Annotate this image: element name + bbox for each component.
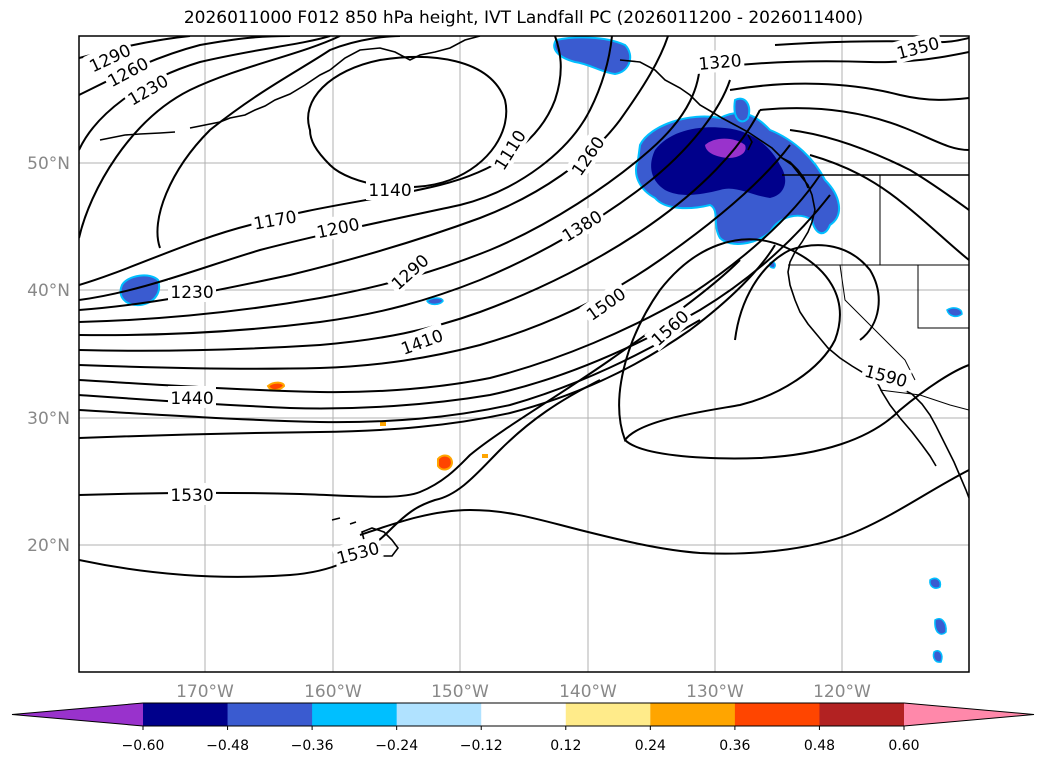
contour-line xyxy=(79,36,562,286)
ivt-region-pos-1 xyxy=(437,454,454,471)
contour-label: 1530 xyxy=(170,486,213,506)
contour-line xyxy=(79,319,701,424)
latitude-labels: 50°N 40°N 30°N 20°N xyxy=(27,154,70,556)
contour-line xyxy=(789,129,969,211)
colorbar-segment xyxy=(227,703,313,726)
colorbar-extend-min xyxy=(12,703,143,726)
ivt-region-small-1 xyxy=(426,297,444,306)
lat-label: 50°N xyxy=(27,154,70,174)
contour-line xyxy=(79,59,701,323)
colorbar-tick-label: 0.36 xyxy=(719,738,750,754)
contour-line xyxy=(809,154,969,261)
contour-label: 1140 xyxy=(368,181,411,201)
contour-line xyxy=(79,109,761,352)
lon-label: 170°W xyxy=(176,682,234,702)
contour-line xyxy=(156,36,401,249)
contour-line xyxy=(734,244,880,341)
lon-label: 150°W xyxy=(431,682,489,702)
colorbar-segment xyxy=(481,703,567,726)
ivt-region-baja xyxy=(946,307,963,318)
lat-label: 30°N xyxy=(27,409,70,429)
contour-line xyxy=(624,364,969,460)
coastline-alaska xyxy=(329,36,481,71)
coastline-us-west xyxy=(787,209,969,499)
colorbar-tick-label: 0.24 xyxy=(635,738,666,754)
contour-line xyxy=(618,238,841,443)
ivt-region-mex-2 xyxy=(934,618,947,635)
colorbar-tick-label: 0.60 xyxy=(888,738,919,754)
contour-line xyxy=(729,82,969,101)
longitude-labels: 170°W 160°W 150°W 140°W 130°W 120°W xyxy=(176,682,871,702)
contour-label: 1230 xyxy=(170,283,213,303)
colorbar-extend-max xyxy=(904,703,1034,726)
contour-line xyxy=(307,55,508,189)
contour-line xyxy=(79,259,741,498)
coastline-haida xyxy=(747,134,753,151)
border-state-4 xyxy=(839,264,916,381)
ivt-region-mex-1 xyxy=(929,577,942,589)
contour-line xyxy=(79,174,821,394)
border-us-mexico xyxy=(879,389,969,411)
ivt-region-mex-3 xyxy=(932,650,943,663)
contour-line xyxy=(79,79,731,337)
ivt-region-pos-3 xyxy=(380,422,386,426)
colorbar-segment xyxy=(650,703,736,726)
colorbar-tick-label: −0.12 xyxy=(460,738,503,754)
lon-label: 140°W xyxy=(559,682,617,702)
colorbar: −0.60 −0.48 −0.36 −0.24 −0.12 0.12 0.24 0.36 0.4… xyxy=(11,702,1035,754)
colorbar-segment xyxy=(396,703,482,726)
contour-label: 1440 xyxy=(170,389,213,409)
colorbar-segment xyxy=(312,703,398,726)
colorbar-tick-label: −0.36 xyxy=(291,738,334,754)
contour-line xyxy=(79,36,613,301)
ivt-region-bc-coast xyxy=(733,97,751,123)
contour-label: 1320 xyxy=(698,51,743,75)
ivt-region-dateline xyxy=(119,274,160,307)
map-title: 2026011000 F012 850 hPa height, IVT Land… xyxy=(183,8,864,28)
colorbar-segment xyxy=(734,703,820,726)
contour-line xyxy=(79,244,776,439)
lat-label: 40°N xyxy=(27,281,70,301)
ivt-region-core xyxy=(651,127,786,198)
colorbar-segment xyxy=(143,703,229,726)
colorbar-segment xyxy=(819,703,905,726)
ivt-region-max xyxy=(705,138,746,158)
ivt-region-pos-2 xyxy=(266,381,286,392)
coastline-vancouver xyxy=(781,157,809,189)
ivt-region-pos-4 xyxy=(482,454,488,458)
map-panel: 1290 1260 1230 1110 1260 1320 1350 1140 … xyxy=(27,30,970,702)
colorbar-tick-label: 0.12 xyxy=(550,738,581,754)
coastline-baja xyxy=(874,377,937,467)
colorbar-segment xyxy=(565,703,651,726)
contour-line xyxy=(79,379,601,578)
map-frame xyxy=(78,35,970,673)
colorbar-tick-label: 0.48 xyxy=(804,738,835,754)
contour-line xyxy=(79,36,341,239)
coastline-hawaii-2 xyxy=(331,517,357,525)
contour-line xyxy=(359,469,969,555)
lon-label: 120°W xyxy=(813,682,871,702)
coastlines xyxy=(99,36,969,557)
contour-line xyxy=(79,144,791,370)
coastline-aleutians xyxy=(99,69,331,141)
colorbar-tick-label: −0.60 xyxy=(122,738,165,754)
lon-label: 160°W xyxy=(304,682,362,702)
border-state-3 xyxy=(917,265,969,329)
contour-line xyxy=(759,107,969,151)
lat-label: 20°N xyxy=(27,536,70,556)
colorbar-tick-label: −0.24 xyxy=(375,738,418,754)
lon-label: 130°W xyxy=(686,682,744,702)
contour-line xyxy=(79,36,331,151)
contour-line xyxy=(79,194,831,410)
colorbar-tick-label: −0.48 xyxy=(206,738,249,754)
